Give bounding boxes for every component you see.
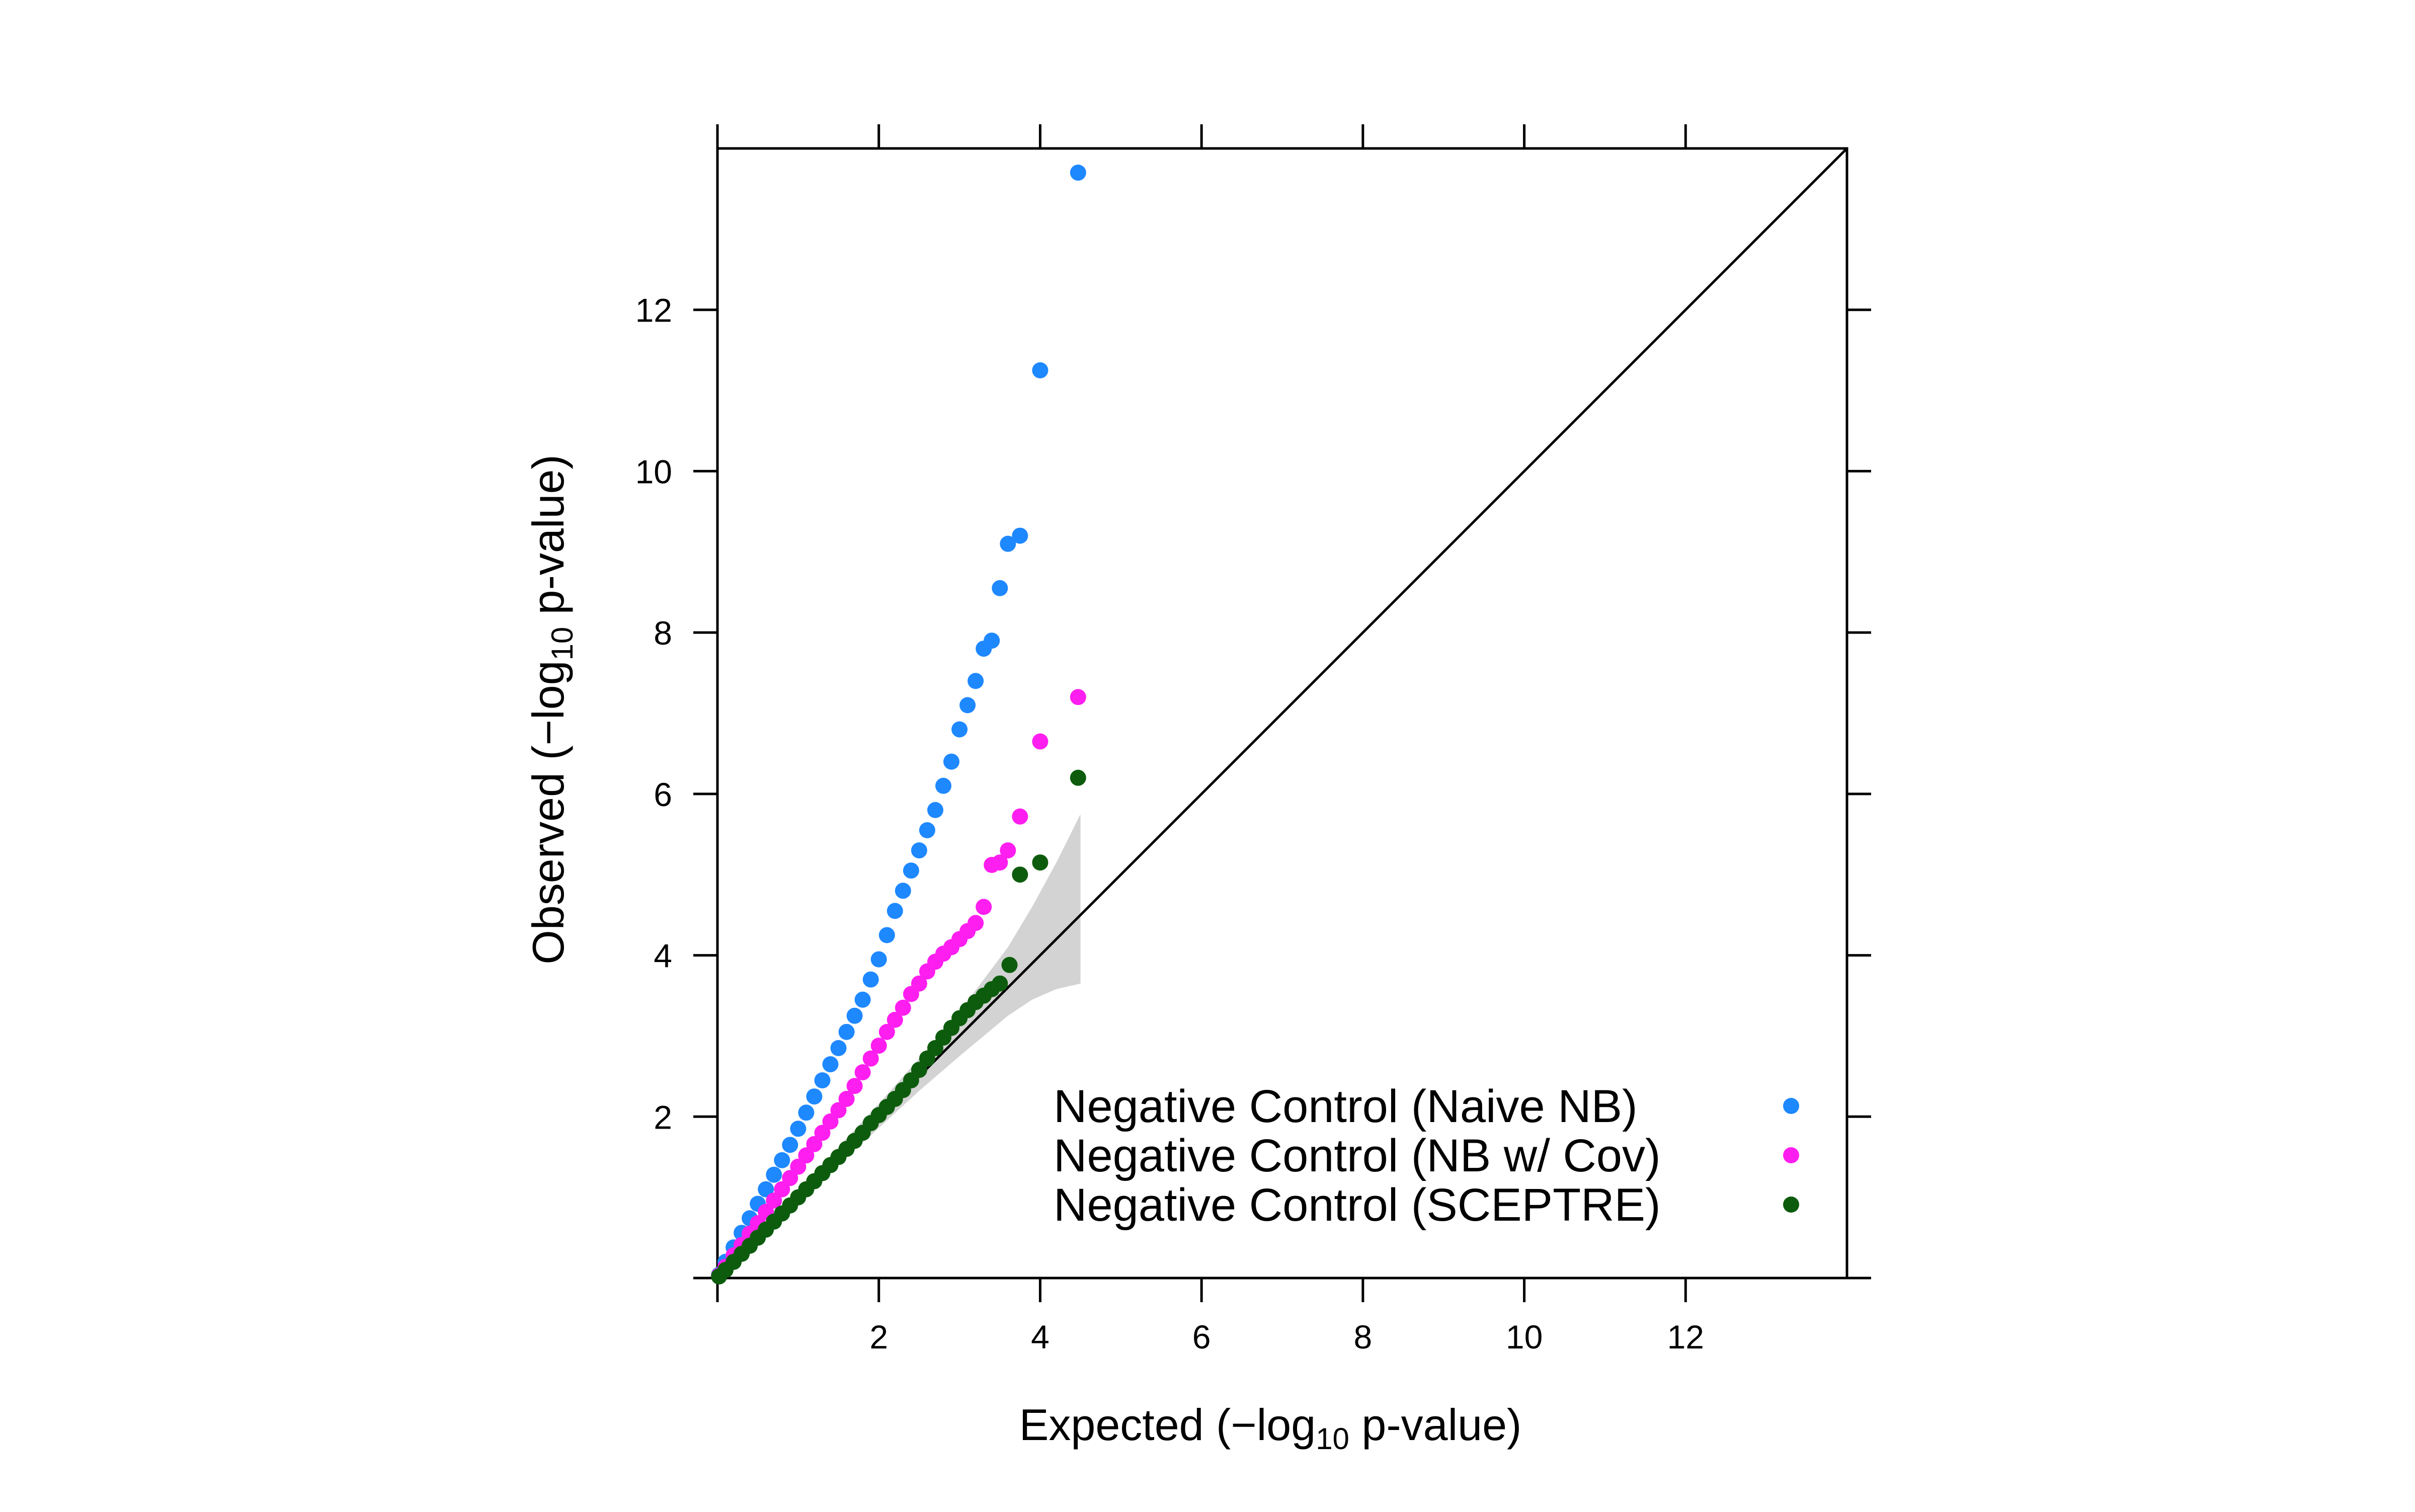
data-point [1032, 733, 1049, 750]
data-point [854, 991, 871, 1008]
series-3 [711, 769, 1086, 1285]
y-tick-label: 10 [635, 453, 672, 490]
data-point [846, 1007, 863, 1024]
data-point [1070, 769, 1086, 786]
legend-marker [1783, 1147, 1799, 1163]
data-point [806, 1088, 823, 1105]
data-point [968, 915, 984, 931]
data-point [878, 1023, 895, 1040]
x-tick-label: 8 [1353, 1318, 1372, 1356]
data-point [1032, 854, 1049, 871]
x-tick-label: 12 [1667, 1318, 1704, 1356]
legend-marker [1783, 1098, 1799, 1114]
data-point [935, 777, 951, 794]
data-point [774, 1152, 790, 1168]
data-point [992, 975, 1008, 992]
data-point [1032, 362, 1049, 378]
y-tick-label: 12 [635, 292, 672, 329]
axes-frame-layer: 2 4 6 8 10 12 2 4 6 8 10 12 [635, 124, 1871, 1356]
data-point [1012, 866, 1028, 883]
data-point [854, 1064, 871, 1081]
data-point [919, 822, 935, 838]
data-point [822, 1056, 839, 1073]
data-point [911, 1062, 927, 1078]
data-point [758, 1181, 774, 1198]
data-point [927, 802, 943, 818]
legend: Negative Control (Naive NB)Negative Cont… [1054, 1081, 1799, 1231]
data-points-layer [711, 165, 1086, 1285]
data-point [1012, 808, 1028, 825]
data-point [798, 1104, 815, 1121]
data-point [830, 1040, 847, 1056]
data-point [790, 1158, 807, 1175]
data-point [1000, 842, 1016, 859]
data-point [911, 975, 927, 992]
data-point [1001, 957, 1018, 973]
data-point [774, 1181, 790, 1198]
series-2 [711, 689, 1086, 1284]
data-point [798, 1147, 815, 1164]
data-point [992, 854, 1008, 871]
data-point [870, 951, 887, 968]
data-point [911, 842, 927, 859]
data-point [976, 899, 992, 915]
data-point [846, 1078, 863, 1094]
y-tick-label: 2 [654, 1098, 672, 1136]
legend-label: Negative Control (SCEPTRE) [1054, 1179, 1661, 1231]
data-point [1070, 165, 1086, 181]
data-point [782, 1170, 798, 1186]
data-point [870, 1038, 887, 1054]
data-point [951, 721, 968, 738]
legend-label: Negative Control (Naive NB) [1054, 1081, 1638, 1132]
data-point [766, 1166, 782, 1183]
data-point [830, 1102, 847, 1119]
y-tick-label: 8 [654, 614, 672, 652]
data-point [838, 1091, 855, 1107]
data-point [1070, 689, 1086, 705]
data-point [1012, 527, 1028, 544]
data-point [806, 1136, 823, 1152]
data-point [862, 971, 879, 988]
data-point [814, 1125, 831, 1141]
data-point [814, 1072, 831, 1089]
data-point [878, 927, 895, 943]
legend-marker [1783, 1197, 1799, 1213]
data-point [968, 673, 984, 689]
y-tick-label: 6 [654, 776, 672, 813]
data-point [959, 697, 976, 713]
data-point [943, 753, 959, 770]
y-axis-title: Observed (−log10 p-value) [523, 454, 579, 964]
data-point [984, 632, 1000, 649]
legend-label: Negative Control (NB w/ Cov) [1054, 1130, 1661, 1181]
data-point [838, 1023, 855, 1040]
data-point [862, 1050, 879, 1067]
y-tick-label: 4 [654, 937, 672, 975]
x-axis-title: Expected (−log10 p-value) [1019, 1400, 1522, 1456]
data-point [1000, 535, 1016, 552]
x-tick-label: 4 [1031, 1318, 1050, 1356]
series-1 [711, 165, 1086, 1283]
x-tick-label: 10 [1506, 1318, 1543, 1356]
x-tick-label: 2 [869, 1318, 888, 1356]
x-tick-label: 6 [1192, 1318, 1211, 1356]
data-point [992, 580, 1008, 596]
data-point [895, 999, 911, 1016]
data-point [887, 903, 903, 919]
plot-frame [716, 147, 1848, 1280]
data-point [895, 883, 911, 899]
data-point [822, 1113, 839, 1130]
data-point [782, 1137, 798, 1153]
data-point [887, 1011, 903, 1028]
data-point [766, 1192, 782, 1209]
data-point [903, 862, 919, 879]
data-point [790, 1121, 807, 1137]
